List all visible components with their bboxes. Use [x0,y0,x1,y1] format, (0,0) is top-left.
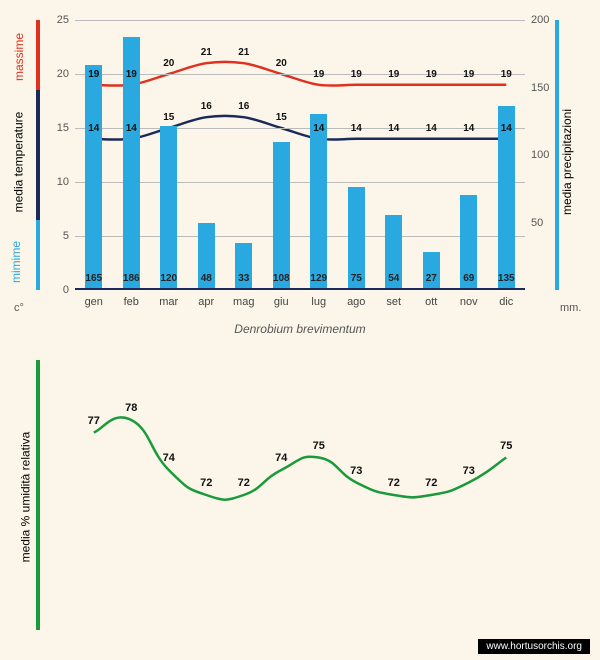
precip-bar [85,65,102,288]
right-tick: 200 [531,14,549,26]
left-tick: 20 [57,68,69,80]
month-label: feb [114,296,148,308]
temp-min-value: 14 [82,123,106,134]
left-edge-red [36,20,40,90]
temp-min-value: 14 [494,123,518,134]
precip-bar [273,142,290,288]
precip-value: 48 [191,273,221,284]
humidity-value: 73 [344,465,368,477]
month-label: ott [414,296,448,308]
precip-value: 120 [154,273,184,284]
gridline [75,20,525,21]
month-label: ago [339,296,373,308]
humidity-value: 72 [382,477,406,489]
right-axis-unit: mm. [560,302,581,314]
temp-min-value: 14 [457,123,481,134]
right-axis-label: media precipitazioni [560,109,574,215]
humidity-line [94,417,507,499]
temp-max-value: 19 [307,69,331,80]
humidity-value: 72 [232,477,256,489]
temp-min-value: 14 [344,123,368,134]
month-label: gen [77,296,111,308]
climate-chart-panel: massime media temperature mimime c° medi… [0,0,600,340]
left-axis-label-mimime: mimime [9,241,23,283]
species-caption: Denrobium brevimentum [0,322,600,336]
month-label: mag [227,296,261,308]
right-tick: 150 [531,82,549,94]
right-tick: 100 [531,149,549,161]
precip-value: 54 [379,273,409,284]
temp-min-value: 15 [157,112,181,123]
precip-value: 69 [454,273,484,284]
humidity-value: 75 [307,440,331,452]
left-edge-navy [36,90,40,220]
temp-max-value: 19 [494,69,518,80]
precip-value: 27 [416,273,446,284]
temp-min-value: 15 [269,112,293,123]
humidity-value: 72 [419,477,443,489]
precip-value: 33 [229,273,259,284]
gridline [75,182,525,183]
left-axis-unit: c° [14,302,24,314]
temp-max-value: 19 [344,69,368,80]
precip-value: 129 [304,273,334,284]
left-tick: 0 [63,284,69,296]
month-label: mar [152,296,186,308]
humidity-value: 74 [157,452,181,464]
precip-value: 186 [116,273,146,284]
humidity-value: 74 [269,452,293,464]
humidity-chart-panel: media % umidità relativa 777874727274757… [0,340,600,660]
humidity-edge-green [36,360,40,630]
temp-max-value: 19 [119,69,143,80]
humidity-value: 77 [82,415,106,427]
gridline [75,236,525,237]
precip-bar [310,114,327,288]
temp-min-value: 14 [419,123,443,134]
left-tick: 15 [57,122,69,134]
temp-min-value: 16 [232,101,256,112]
precip-bar [160,126,177,288]
month-label: lug [302,296,336,308]
temp-max-value: 19 [82,69,106,80]
source-watermark: www.hortusorchis.org [478,639,590,654]
precip-value: 165 [79,273,109,284]
left-tick: 5 [63,230,69,242]
temp-max-value: 20 [157,58,181,69]
humidity-value: 73 [457,465,481,477]
precip-value: 108 [266,273,296,284]
temp-max-value: 20 [269,58,293,69]
right-tick: 50 [531,217,543,229]
temp-min-value: 14 [119,123,143,134]
humidity-value: 75 [494,440,518,452]
month-label: set [377,296,411,308]
precip-value: 75 [341,273,371,284]
temp-max-value: 21 [194,47,218,58]
month-label: giu [264,296,298,308]
temp-min-value: 16 [194,101,218,112]
temp-max-value: 21 [232,47,256,58]
top-chart-lines-svg [75,20,525,290]
humidity-value: 72 [194,477,218,489]
top-chart-plot-area: 051015202550100150200165gen186feb120mar4… [75,20,525,290]
temp-min-value: 14 [382,123,406,134]
left-axis-label-massime: massime [12,33,26,81]
precip-value: 135 [491,273,521,284]
temp-min-value: 14 [307,123,331,134]
left-tick: 25 [57,14,69,26]
temp-max-value: 19 [457,69,481,80]
temp-max-value: 19 [419,69,443,80]
humidity-plot-area: 77 78 74 72 72 74 75 73 72 72 73 75 [75,370,525,620]
humidity-axis-label: media % umidità relativa [18,432,32,563]
humidity-value: 78 [119,402,143,414]
temp-max-value: 19 [382,69,406,80]
right-edge-blue [555,20,559,290]
left-axis-label-media-temp: media temperature [11,112,25,213]
month-label: nov [452,296,486,308]
left-edge-blue [36,220,40,290]
left-tick: 10 [57,176,69,188]
month-label: apr [189,296,223,308]
month-label: dic [489,296,523,308]
